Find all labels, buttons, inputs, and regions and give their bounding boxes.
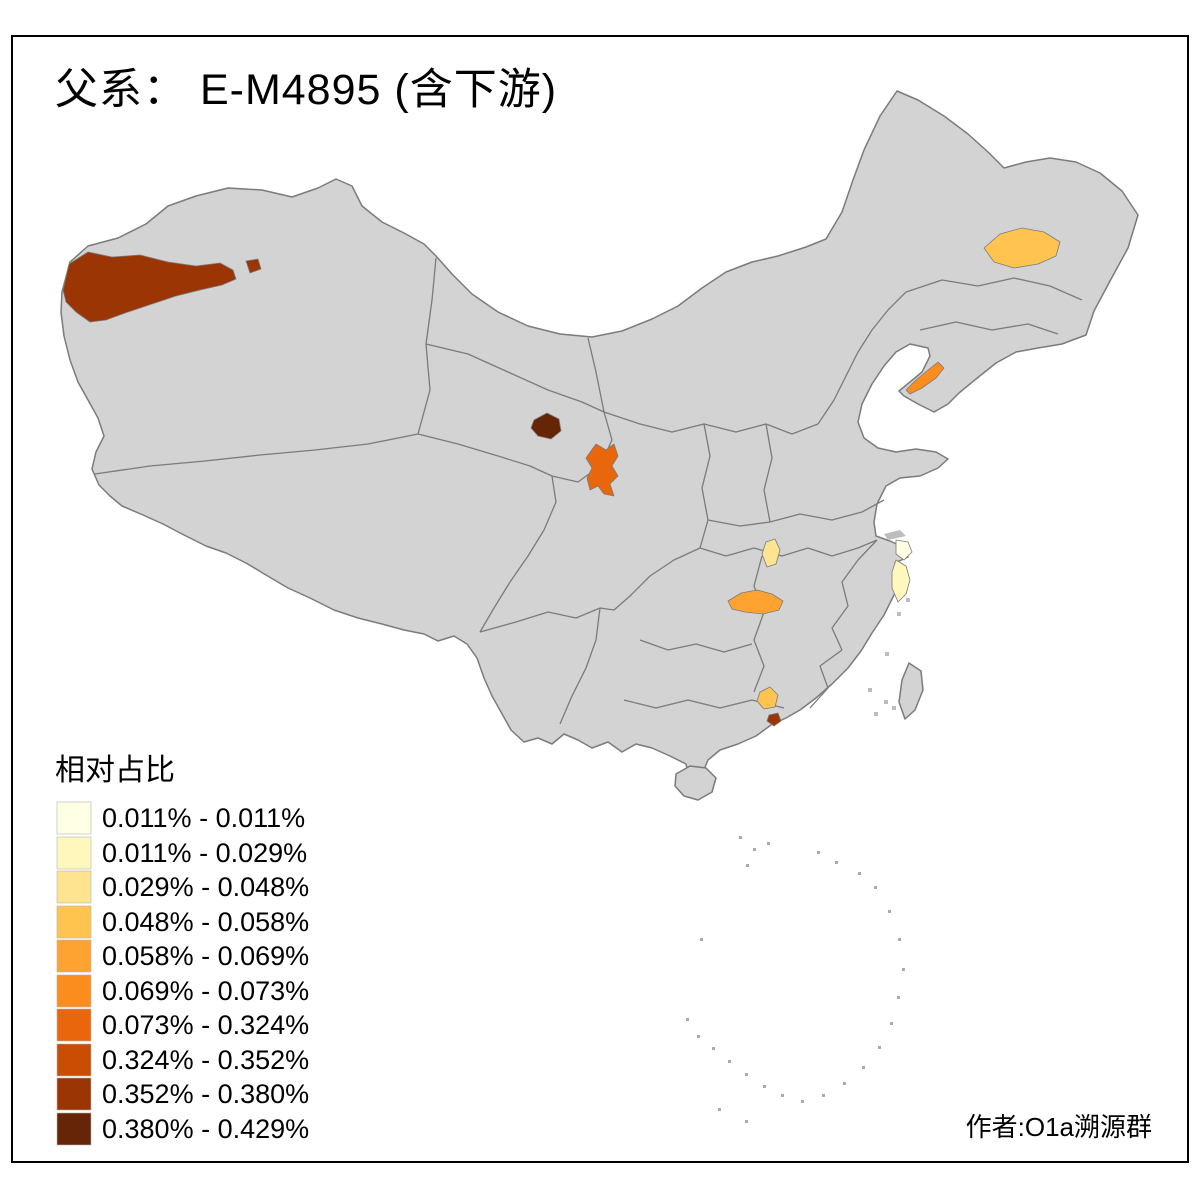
province-border-line <box>559 607 601 725</box>
author-credit: 作者:O1a溯源群 <box>966 1112 1152 1142</box>
taiwan-island <box>898 662 924 720</box>
province-border-line <box>769 499 885 523</box>
province-border-line <box>479 475 557 633</box>
map-region-hunan <box>727 589 784 615</box>
map-layer <box>60 90 1139 1123</box>
legend-label: 0.058% - 0.069% <box>102 941 309 971</box>
province-border-line <box>417 433 553 477</box>
province-border-line <box>763 423 773 523</box>
mainland-outline <box>60 90 1139 785</box>
legend-swatch <box>56 1043 92 1077</box>
legend-swatch <box>56 1112 92 1146</box>
plot-frame <box>11 35 1189 1163</box>
province-border-line <box>831 539 878 651</box>
province-border-line <box>905 277 1083 301</box>
legend-swatch <box>56 974 92 1008</box>
hainan-island <box>674 765 717 801</box>
province-border-line <box>425 343 605 413</box>
legend-label: 0.011% - 0.011% <box>102 803 305 833</box>
province-border-line <box>599 547 701 611</box>
map-region-xinjiang-west-dot <box>245 258 262 274</box>
map-region-qinghai <box>530 412 562 440</box>
legend: 相对占比 0.011% - 0.011% 0.011% - 0.029% 0.0… <box>55 754 309 1146</box>
highlighted-regions <box>62 227 1061 727</box>
province-border-line <box>753 555 765 693</box>
legend-swatch <box>56 801 92 835</box>
map-region-heilongjiang <box>983 227 1061 269</box>
province-border-line <box>639 639 753 653</box>
province-border-line <box>809 649 843 709</box>
legend-label: 0.073% - 0.324% <box>102 1010 309 1040</box>
province-border-line <box>94 433 419 475</box>
legend-swatch <box>56 905 92 939</box>
legend-label: 0.352% - 0.380% <box>102 1079 309 1109</box>
south-china-sea-islands <box>686 836 905 1123</box>
legend-swatch <box>56 939 92 973</box>
province-border-line <box>919 321 1059 335</box>
legend-swatch <box>56 1008 92 1042</box>
province-border-line <box>699 423 711 549</box>
map-region-hubei <box>761 538 781 568</box>
legend-label: 0.380% - 0.429% <box>102 1114 309 1144</box>
legend-swatch <box>56 870 92 904</box>
map-region-shanghai <box>895 539 913 561</box>
map-region-zhejiang <box>891 559 911 603</box>
legend-label: 0.048% - 0.058% <box>102 907 309 937</box>
map-region-guangdong-dot <box>766 712 782 727</box>
map-title: 父系： E-M4895 (含下游) <box>55 66 557 114</box>
province-border-line <box>479 607 601 633</box>
legend-label: 0.324% - 0.352% <box>102 1045 309 1075</box>
province-border-line <box>699 539 878 557</box>
legend-label: 0.011% - 0.029% <box>102 838 307 868</box>
legend-swatch <box>56 1077 92 1111</box>
map-region-gansu <box>585 443 619 497</box>
province-border-line <box>587 337 605 413</box>
legend-label: 0.029% - 0.048% <box>102 872 309 902</box>
map-region-xinjiang-west <box>62 251 237 323</box>
province-border-line <box>603 411 819 435</box>
legend-title: 相对占比 <box>55 754 175 787</box>
legend-label: 0.069% - 0.073% <box>102 976 309 1006</box>
legend-swatch <box>56 836 92 870</box>
map-region-liaoning <box>905 361 945 395</box>
province-border-line <box>817 291 907 425</box>
map-region-guangdong <box>756 686 779 710</box>
province-border-line <box>707 519 771 527</box>
